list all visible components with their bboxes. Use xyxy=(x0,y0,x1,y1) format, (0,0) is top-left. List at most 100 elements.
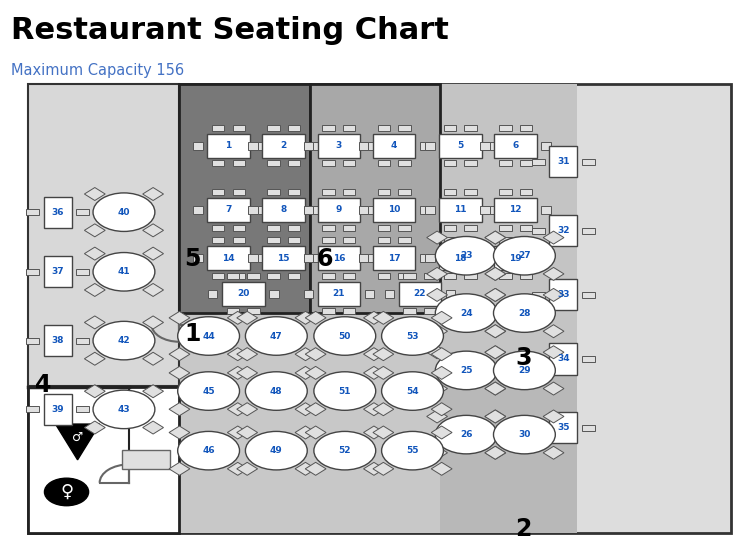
Bar xyxy=(440,84,577,359)
Polygon shape xyxy=(305,348,326,361)
Text: 29: 29 xyxy=(518,366,531,375)
Polygon shape xyxy=(85,283,105,296)
Polygon shape xyxy=(485,346,506,359)
Bar xyxy=(398,125,411,131)
Circle shape xyxy=(314,317,376,355)
Bar xyxy=(373,134,415,158)
Polygon shape xyxy=(169,403,190,416)
Polygon shape xyxy=(237,366,257,379)
Polygon shape xyxy=(363,426,384,439)
Bar xyxy=(207,198,250,222)
Bar xyxy=(44,394,72,425)
Text: 6: 6 xyxy=(316,247,333,271)
Polygon shape xyxy=(227,403,248,416)
Polygon shape xyxy=(143,247,164,260)
Bar xyxy=(425,206,435,214)
Circle shape xyxy=(436,236,497,275)
Polygon shape xyxy=(363,462,384,476)
Polygon shape xyxy=(227,311,248,324)
Bar xyxy=(464,189,477,195)
Bar xyxy=(373,198,415,222)
Polygon shape xyxy=(427,446,448,459)
Text: 38: 38 xyxy=(51,336,64,345)
Text: 26: 26 xyxy=(460,430,473,439)
Text: Restaurant Seating Chart: Restaurant Seating Chart xyxy=(11,16,449,45)
Bar xyxy=(486,206,496,214)
Bar xyxy=(207,134,250,158)
Text: 5: 5 xyxy=(458,141,464,150)
Circle shape xyxy=(177,317,239,355)
Bar xyxy=(445,290,455,298)
Polygon shape xyxy=(295,366,316,379)
Polygon shape xyxy=(485,346,506,359)
Bar xyxy=(322,272,335,278)
Bar xyxy=(444,189,456,195)
Bar xyxy=(499,161,512,167)
Text: 2: 2 xyxy=(516,517,532,541)
Text: 1: 1 xyxy=(184,322,201,346)
Bar xyxy=(212,161,224,167)
Polygon shape xyxy=(169,462,190,476)
Bar xyxy=(288,238,300,244)
Bar xyxy=(424,273,436,279)
Polygon shape xyxy=(237,311,257,324)
Text: 53: 53 xyxy=(406,331,419,341)
Polygon shape xyxy=(431,311,452,324)
Polygon shape xyxy=(305,366,326,379)
Bar xyxy=(378,125,390,131)
Bar xyxy=(322,161,335,167)
Text: 16: 16 xyxy=(333,253,345,263)
Polygon shape xyxy=(485,410,506,423)
Bar xyxy=(212,238,224,244)
Polygon shape xyxy=(431,366,452,379)
Polygon shape xyxy=(485,288,506,301)
Bar xyxy=(444,161,456,167)
Text: 41: 41 xyxy=(118,268,131,276)
Polygon shape xyxy=(427,325,448,338)
Bar xyxy=(262,246,305,270)
Bar xyxy=(550,343,578,375)
Polygon shape xyxy=(143,283,164,296)
Bar xyxy=(444,125,456,131)
Bar xyxy=(532,292,545,298)
Polygon shape xyxy=(85,316,105,329)
Bar xyxy=(288,224,300,230)
Text: 31: 31 xyxy=(557,157,570,166)
Bar xyxy=(398,238,411,244)
Bar xyxy=(233,224,245,230)
Text: 35: 35 xyxy=(557,423,570,432)
Circle shape xyxy=(45,478,88,506)
Polygon shape xyxy=(85,224,105,237)
Text: 51: 51 xyxy=(338,387,351,395)
Polygon shape xyxy=(373,366,394,379)
Bar xyxy=(304,206,313,214)
Bar xyxy=(378,238,390,244)
Polygon shape xyxy=(543,231,564,244)
Text: 54: 54 xyxy=(406,387,419,395)
Bar xyxy=(310,142,319,150)
Text: 25: 25 xyxy=(460,366,473,375)
Polygon shape xyxy=(363,348,384,361)
Bar xyxy=(233,238,245,244)
Bar xyxy=(439,198,482,222)
Bar xyxy=(582,159,595,165)
Polygon shape xyxy=(485,231,506,244)
Bar xyxy=(378,224,390,230)
Polygon shape xyxy=(485,325,506,338)
Polygon shape xyxy=(85,385,105,397)
Bar xyxy=(439,246,482,270)
Circle shape xyxy=(245,431,307,470)
Polygon shape xyxy=(237,462,257,476)
Bar xyxy=(343,224,356,230)
Circle shape xyxy=(494,294,556,333)
Polygon shape xyxy=(427,231,448,244)
Bar xyxy=(420,142,430,150)
Bar xyxy=(322,189,335,195)
Circle shape xyxy=(494,351,556,390)
Bar xyxy=(76,269,89,275)
Bar xyxy=(226,273,239,279)
Polygon shape xyxy=(143,385,164,397)
Polygon shape xyxy=(485,325,506,338)
Bar xyxy=(359,206,368,214)
Bar xyxy=(322,125,335,131)
